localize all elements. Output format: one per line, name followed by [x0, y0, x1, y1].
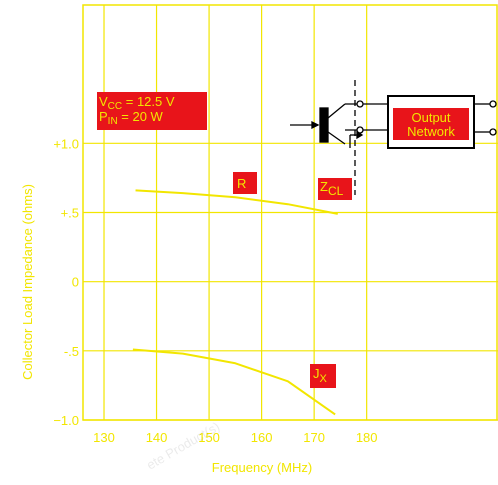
line — [135, 189, 338, 215]
diagram-label: Network — [407, 124, 455, 139]
watermark: ete Product(s) — [144, 419, 222, 473]
annotation: ZCL — [320, 179, 344, 198]
series-label: R — [237, 176, 246, 191]
annotation-box — [97, 92, 207, 130]
x-tick-label: 150 — [198, 430, 220, 445]
y-axis-label: Collector Load Impedance (ohms) — [20, 184, 35, 380]
annotation-box — [318, 178, 352, 200]
diagram-label: Output — [411, 110, 450, 125]
series-label: JX — [313, 366, 328, 385]
y-tick-label: -.5 — [64, 344, 79, 359]
y-tick-label: +1.0 — [53, 136, 79, 151]
x-tick-label: 170 — [303, 430, 325, 445]
x-axis-label: Frequency (MHz) — [212, 460, 312, 475]
line — [132, 348, 336, 416]
annotation-box — [233, 172, 257, 194]
annotation: PIN = 20 W — [99, 109, 164, 127]
annotation-box — [310, 364, 336, 388]
circuit-diagram — [290, 80, 497, 195]
y-tick-label: −1.0 — [53, 413, 79, 428]
x-tick-label: 160 — [251, 430, 273, 445]
marks — [132, 189, 338, 416]
x-tick-label: 130 — [93, 430, 115, 445]
grid: −1.0 -.5 0 +.5 +1.0 130 140 150 160 170 180 — [53, 4, 498, 445]
annotation: VCC = 12.5 V — [99, 94, 175, 112]
y-tick-label: 0 — [72, 275, 79, 290]
x-tick-label: 140 — [146, 430, 168, 445]
x-tick-label: 180 — [356, 430, 378, 445]
y-tick-label: +.5 — [61, 206, 79, 221]
